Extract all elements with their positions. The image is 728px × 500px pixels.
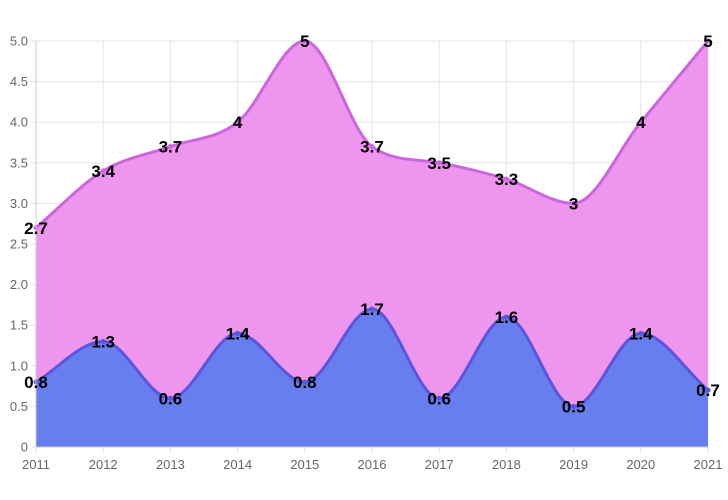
series-2-point <box>369 306 375 312</box>
y-tick-label: 3.0 <box>10 196 28 211</box>
series-1-data-label: 5 <box>703 32 712 51</box>
series-areas <box>33 38 711 447</box>
x-tick-label: 2015 <box>290 457 319 472</box>
series-2-data-label: 0.8 <box>293 373 317 392</box>
series-1-point <box>100 168 106 174</box>
series-2-area <box>36 308 708 447</box>
x-tick-label: 2019 <box>559 457 588 472</box>
series-1-data-label: 3.4 <box>91 162 115 181</box>
y-tick-label: 1.5 <box>10 318 28 333</box>
series-2-data-label: 1.6 <box>495 308 519 327</box>
series-2-data-label: 1.7 <box>360 300 384 319</box>
series-2-data-label: 1.3 <box>91 332 115 351</box>
series-1-point <box>369 144 375 150</box>
axes <box>35 41 708 448</box>
series-1-point <box>235 119 241 125</box>
series-2-point <box>638 330 644 336</box>
y-tick-label: 3.5 <box>10 155 28 170</box>
series-1-data-label: 4 <box>636 113 646 132</box>
x-tick-label: 2011 <box>22 457 50 472</box>
series-2-point <box>235 330 241 336</box>
series-2-point <box>503 314 509 320</box>
x-tick-label: 2018 <box>492 457 521 472</box>
series-1-point <box>638 119 644 125</box>
series-2-data-label: 0.6 <box>427 389 451 408</box>
series-1-area <box>36 41 708 447</box>
series-1-point <box>571 200 577 206</box>
series-1-point <box>705 38 711 44</box>
series-1-point <box>503 176 509 182</box>
series-2-data-label: 1.4 <box>629 324 653 343</box>
series-2-data-label: 0.5 <box>562 397 586 416</box>
series-2-point <box>436 395 442 401</box>
data-labels: 2.7 3.4 3.7 4 5 3.7 3.5 3.3 3 4 5 0.8 1.3 0.6 1.4 0.8 1.… <box>24 32 720 416</box>
series-1-point <box>167 144 173 150</box>
y-tick-label: 1.0 <box>10 358 28 373</box>
y-tick-label: 5.0 <box>10 34 28 49</box>
series-2-data-label: 0.8 <box>24 373 48 392</box>
series-2-data-label: 0.7 <box>696 381 720 400</box>
series-1-point <box>302 38 308 44</box>
series-2-point <box>167 395 173 401</box>
series-2-point <box>705 387 711 393</box>
y-tick-label: 4.0 <box>10 115 28 130</box>
series-1-data-label: 3.7 <box>159 138 183 157</box>
series-2-line <box>35 307 709 408</box>
y-tick-label: 2.0 <box>10 277 28 292</box>
x-tick-label: 2012 <box>89 457 118 472</box>
tick-labels: 0 0.5 1.0 1.5 2.0 2.5 3.0 3.5 4.0 4.5 5.0 2011 2012 2… <box>10 34 723 473</box>
series-1-data-label: 5 <box>300 32 309 51</box>
y-tick-label: 0.5 <box>10 399 28 414</box>
x-tick-label: 2021 <box>694 457 723 472</box>
series-1-data-label: 2.7 <box>24 219 48 238</box>
x-tick-label: 2020 <box>626 457 655 472</box>
series-2-data-label: 0.6 <box>159 389 183 408</box>
y-tick-label: 2.5 <box>10 237 28 252</box>
series-2-point <box>571 403 577 409</box>
x-tick-label: 2016 <box>358 457 387 472</box>
series-1-data-label: 3.7 <box>360 138 384 157</box>
series-1-point <box>436 160 442 166</box>
series-2-data-label: 1.4 <box>226 324 250 343</box>
series-1-data-label: 3.3 <box>495 170 519 189</box>
x-tick-label: 2014 <box>223 457 252 472</box>
series-2-point <box>100 338 106 344</box>
y-tick-label: 0 <box>21 440 28 455</box>
y-tick-label: 4.5 <box>10 74 28 89</box>
series-1-data-label: 4 <box>233 113 243 132</box>
series-1-data-label: 3 <box>569 194 578 213</box>
series-1-data-label: 3.5 <box>427 154 451 173</box>
x-tick-label: 2013 <box>156 457 185 472</box>
series-2-point <box>302 379 308 385</box>
x-tick-label: 2017 <box>425 457 454 472</box>
